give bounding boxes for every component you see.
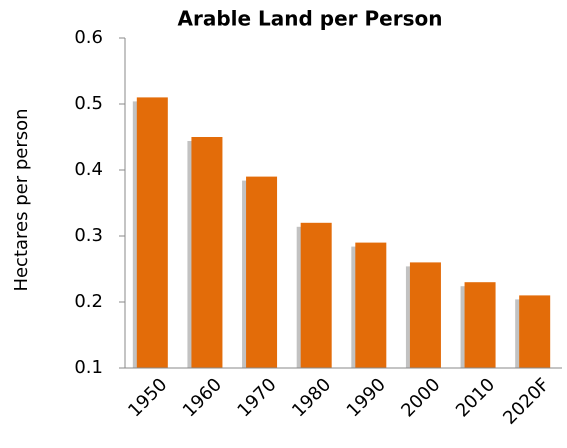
x-tick-label: 1950	[124, 374, 171, 421]
x-tick-label: 2000	[397, 374, 444, 421]
x-tick-label: 2010	[452, 374, 499, 421]
y-tick-label: 0.6	[74, 27, 103, 48]
x-tick-label: 1970	[233, 374, 280, 421]
bar	[191, 137, 223, 368]
x-tick-label: 1960	[179, 374, 226, 421]
x-tick-label: 1990	[343, 374, 390, 421]
y-axis-label: Hectares per person	[11, 108, 32, 291]
y-tick-label: 0.4	[74, 159, 103, 180]
bar	[355, 242, 387, 368]
x-tick-label: 2020F	[499, 374, 554, 429]
bar	[136, 97, 168, 369]
chart-title: Arable Land per Person	[178, 7, 443, 31]
bar	[246, 176, 278, 368]
y-tick-label: 0.2	[74, 291, 103, 312]
x-tick-label: 1980	[288, 374, 335, 421]
bar	[300, 222, 332, 368]
y-tick-label: 0.1	[74, 357, 103, 378]
bar	[464, 282, 496, 368]
y-tick-label: 0.3	[74, 225, 103, 246]
y-tick-label: 0.5	[74, 93, 103, 114]
bar	[519, 295, 551, 368]
bar	[409, 262, 441, 368]
